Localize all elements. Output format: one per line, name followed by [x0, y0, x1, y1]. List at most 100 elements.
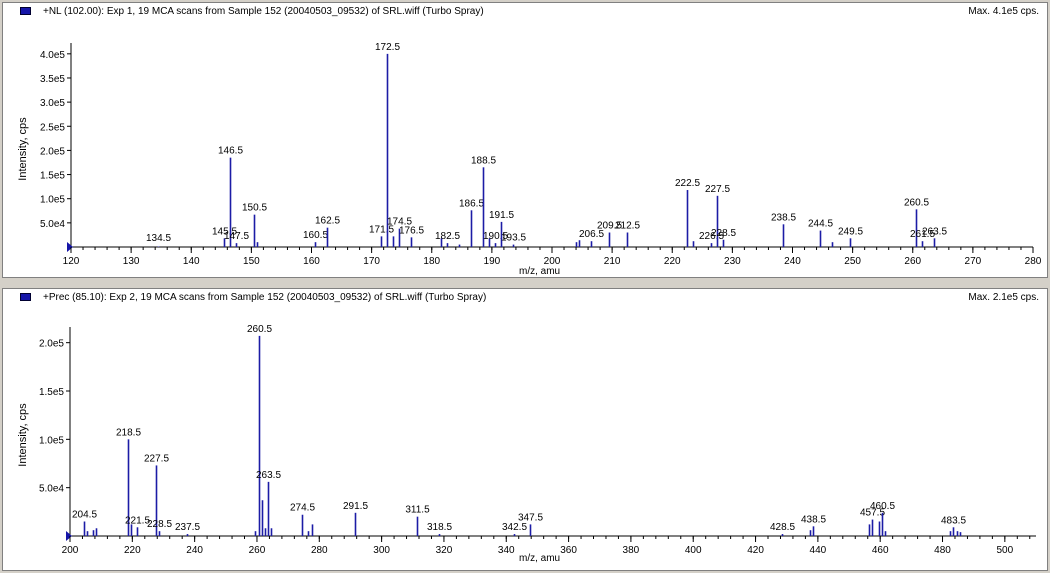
peak-label: 291.5	[343, 501, 368, 512]
peak-label: 457.5	[860, 508, 885, 519]
x-tick-label: 240	[784, 256, 801, 267]
peak-label: 249.5	[838, 226, 863, 237]
y-tick-label: 2.0e5	[40, 146, 65, 157]
x-tick-label: 480	[934, 545, 951, 556]
y-tick-label: 1.0e5	[39, 435, 64, 446]
peak-label: 260.5	[904, 197, 929, 208]
peak-label: 182.5	[435, 231, 460, 242]
axis-origin-marker	[67, 242, 73, 252]
peak-label: 188.5	[471, 155, 496, 166]
x-tick-label: 380	[623, 545, 640, 556]
x-tick-label: 150	[243, 256, 260, 267]
x-tick-label: 420	[747, 545, 764, 556]
peak-label: 193.5	[501, 233, 526, 244]
panel-title: +NL (102.00): Exp 1, 19 MCA scans from S…	[43, 6, 484, 17]
peak-label: 438.5	[801, 514, 826, 525]
peak-label: 212.5	[615, 221, 640, 232]
x-tick-label: 210	[604, 256, 621, 267]
peak-label: 162.5	[315, 216, 340, 227]
y-tick-label: 3.5e5	[40, 74, 65, 85]
x-tick-label: 170	[363, 256, 380, 267]
x-tick-label: 280	[311, 545, 328, 556]
x-tick-label: 220	[664, 256, 681, 267]
peak-label: 222.5	[675, 178, 700, 189]
peak-label: 227.5	[144, 453, 169, 464]
x-tick-label: 260	[249, 545, 266, 556]
y-tick-label: 5.0e4	[40, 219, 65, 230]
x-tick-label: 160	[303, 256, 320, 267]
peak-label: 174.5	[387, 217, 412, 228]
peak-label: 228.5	[147, 519, 172, 530]
peak-label: 226.5	[699, 231, 724, 242]
x-tick-label: 300	[373, 545, 390, 556]
spectrum-panel-prec: +Prec (85.10): Exp 2, 19 MCA scans from …	[2, 288, 1048, 571]
x-tick-label: 140	[183, 256, 200, 267]
x-tick-label: 340	[498, 545, 515, 556]
peak-label: 134.5	[146, 233, 171, 244]
peak-label: 160.5	[303, 230, 328, 241]
peak-label: 260.5	[247, 324, 272, 335]
peak-label: 171.5	[369, 224, 394, 235]
x-axis-label: m/z, amu	[519, 553, 561, 564]
peak-label: 190.5	[483, 231, 508, 242]
peak-label: 263.5	[256, 470, 281, 481]
peak-label: 311.5	[405, 505, 430, 516]
x-tick-label: 250	[844, 256, 861, 267]
peak-label: 237.5	[175, 522, 200, 533]
spectrum-chart-prec[interactable]: 5.0e4 1.0e5 1.5e5 2.0e5 200 220 240 260 280 300 32…	[3, 289, 1048, 571]
peak-label: 227.5	[705, 184, 730, 195]
x-tick-label: 460	[872, 545, 889, 556]
x-axis-label: m/z, amu	[519, 266, 561, 277]
y-tick-label: 1.0e5	[40, 195, 65, 206]
peak-label: 206.5	[579, 229, 604, 240]
x-tick-label: 180	[423, 256, 440, 267]
x-tick-label: 240	[186, 545, 203, 556]
panel-title: +Prec (85.10): Exp 2, 19 MCA scans from …	[43, 292, 487, 303]
series-color-swatch[interactable]	[20, 7, 31, 15]
x-tick-label: 190	[484, 256, 501, 267]
peak-label: 263.5	[922, 226, 947, 237]
x-tick-label: 130	[123, 256, 140, 267]
x-tick-label: 220	[124, 545, 141, 556]
y-tick-label: 2.5e5	[40, 122, 65, 133]
x-tick-label: 400	[685, 545, 702, 556]
peak-label: 221.5	[125, 515, 150, 526]
peak-label: 318.5	[427, 522, 452, 533]
x-tick-label: 260	[904, 256, 921, 267]
x-tick-label: 440	[810, 545, 827, 556]
peak-label: 209.5	[597, 221, 622, 232]
spectrum-chart-nl[interactable]: 5.0e4 1.0e5 1.5e5 2.0e5 2.5e5 3.0e5 3.5e5 4.0e5…	[3, 3, 1048, 278]
peak-label: 147.5	[224, 231, 249, 242]
peak-label: 145.5	[212, 226, 237, 237]
y-tick-label: 4.0e5	[40, 50, 65, 61]
axis-origin-marker	[66, 531, 72, 541]
peak-label: 460.5	[870, 501, 895, 512]
x-tick-label: 200	[62, 545, 79, 556]
y-tick-label: 1.5e5	[40, 171, 65, 182]
peak-label: 172.5	[375, 42, 400, 53]
x-tick-label: 120	[63, 256, 80, 267]
max-intensity-label: Max. 2.1e5 cps.	[968, 292, 1039, 303]
peak-label: 261.5	[910, 229, 935, 240]
x-tick-label: 500	[996, 545, 1013, 556]
y-tick-label: 1.5e5	[39, 387, 64, 398]
peak-label: 347.5	[518, 512, 543, 523]
peak-label: 274.5	[290, 503, 315, 514]
peak-label: 150.5	[242, 203, 267, 214]
peak-label: 176.5	[399, 225, 424, 236]
peak-label: 238.5	[771, 212, 796, 223]
peak-label: 186.5	[459, 198, 484, 209]
series-color-swatch[interactable]	[20, 293, 31, 301]
peak-label: 483.5	[941, 515, 966, 526]
peak-label: 218.5	[116, 427, 141, 438]
spectrum-panel-nl: +NL (102.00): Exp 1, 19 MCA scans from S…	[2, 2, 1048, 278]
x-tick-label: 200	[544, 256, 561, 267]
x-tick-label: 270	[965, 256, 982, 267]
peak-label: 204.5	[72, 510, 97, 521]
y-tick-label: 5.0e4	[39, 484, 64, 495]
peak-label: 228.5	[711, 228, 736, 239]
x-tick-label: 320	[436, 545, 453, 556]
peak-label: 428.5	[770, 522, 795, 533]
max-intensity-label: Max. 4.1e5 cps.	[968, 6, 1039, 17]
peak-label: 146.5	[218, 146, 243, 157]
